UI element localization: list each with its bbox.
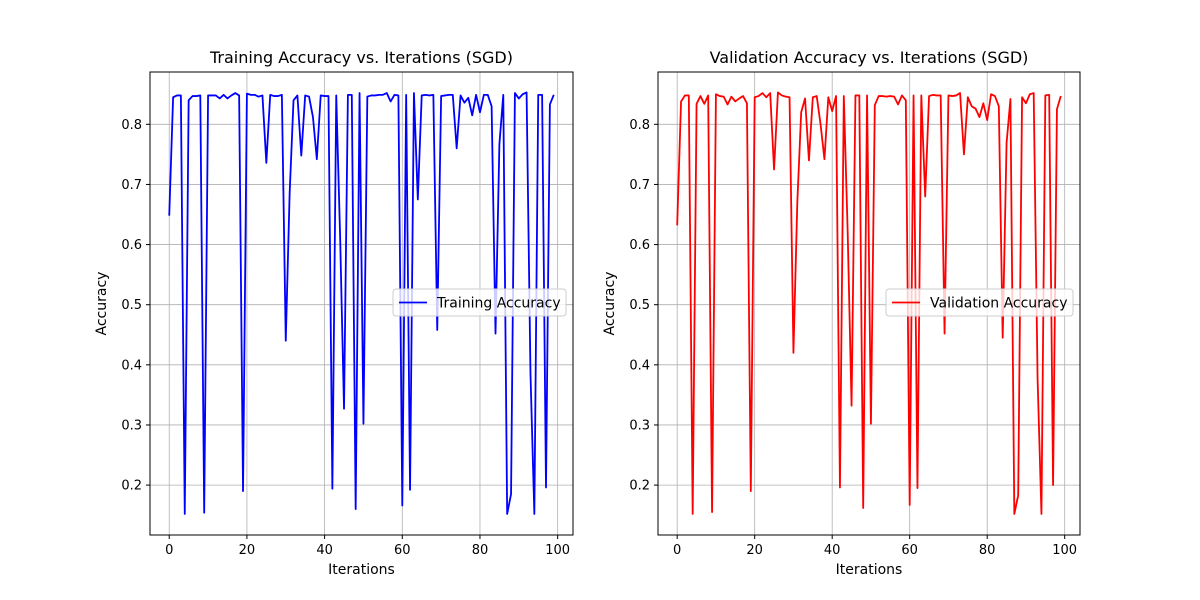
validation-y-tick-label: 0.7 <box>629 178 650 193</box>
validation-accuracy-line <box>676 91 1062 515</box>
validation-legend-box <box>885 288 1074 317</box>
training-x-tick-label: 0 <box>165 543 173 558</box>
validation-axes-frame <box>657 71 1081 536</box>
validation-x-tick-label: 20 <box>746 543 763 558</box>
validation-y-axis-label: Accuracy <box>602 272 618 336</box>
validation-legend: Validation Accuracy <box>885 288 1074 317</box>
training-x-axis-label: Iterations <box>328 562 395 578</box>
training-y-tick-label: 0.8 <box>121 118 142 133</box>
training-x-tick-label: 20 <box>239 543 256 558</box>
validation-x-axis-label: Iterations <box>836 562 903 578</box>
validation-legend-label: Validation Accuracy <box>930 296 1068 312</box>
training-y-tick-label: 0.2 <box>121 479 142 494</box>
validation-y-tick-label: 0.3 <box>629 418 650 433</box>
validation-y-tick-label: 0.4 <box>629 358 650 373</box>
validation-y-tick-label: 0.8 <box>629 118 650 133</box>
validation-y-tick-label: 0.2 <box>629 479 650 494</box>
training-legend: Training Accuracy <box>392 288 567 317</box>
training-axes-frame <box>149 71 574 536</box>
training-y-tick-label: 0.5 <box>121 298 142 313</box>
validation-chart-title: Validation Accuracy vs. Iterations (SGD) <box>710 48 1029 67</box>
training-x-tick-label: 40 <box>316 543 333 558</box>
training-legend-box <box>392 288 567 317</box>
validation-y-tick-label: 0.6 <box>629 238 650 253</box>
training-y-tick-label: 0.6 <box>121 238 142 253</box>
validation-accuracy-chart: 0 20 40 60 80 100 0.2 0.3 0.4 0.5 0.6 0.7 0.8 Validat… <box>602 48 1081 578</box>
training-y-tick-label: 0.7 <box>121 178 142 193</box>
training-x-tick-label: 80 <box>472 543 489 558</box>
training-x-tick-label: 100 <box>545 543 570 558</box>
validation-x-tick-label: 0 <box>673 543 681 558</box>
validation-y-tick-label: 0.5 <box>629 298 650 313</box>
training-y-axis-label: Accuracy <box>94 272 110 336</box>
validation-x-tick-label: 100 <box>1052 543 1077 558</box>
training-accuracy-line <box>168 91 555 515</box>
validation-x-tick-label: 60 <box>901 543 918 558</box>
validation-x-tick-label: 80 <box>979 543 996 558</box>
training-y-tick-label: 0.3 <box>121 418 142 433</box>
training-x-tick-label: 60 <box>394 543 411 558</box>
training-accuracy-chart: 0 20 40 60 80 100 0.2 0.3 0.4 0.5 0.6 0.7 0.8 Trainin… <box>94 48 574 578</box>
training-chart-title: Training Accuracy vs. Iterations (SGD) <box>209 48 513 67</box>
training-legend-label: Training Accuracy <box>436 296 561 312</box>
validation-x-tick-label: 40 <box>824 543 841 558</box>
training-y-tick-label: 0.4 <box>121 358 142 373</box>
